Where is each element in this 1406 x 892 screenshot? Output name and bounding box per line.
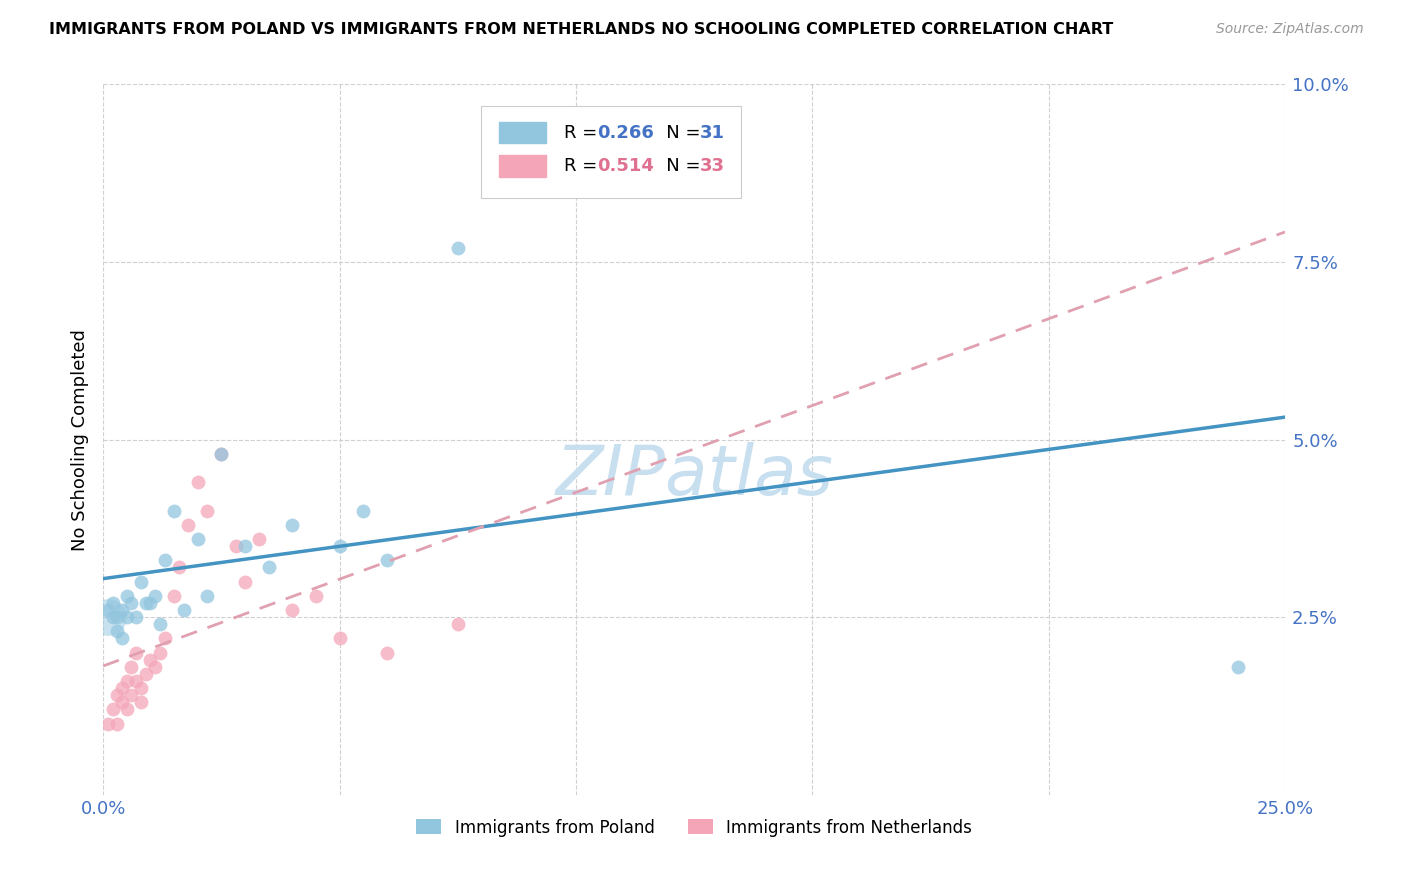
- Point: [143, 660, 166, 674]
- Point: [163, 589, 186, 603]
- Point: [195, 503, 218, 517]
- Text: 31: 31: [700, 124, 725, 142]
- Point: [149, 617, 172, 632]
- Text: N =: N =: [650, 157, 706, 175]
- Point: [149, 646, 172, 660]
- FancyBboxPatch shape: [481, 106, 741, 198]
- Point: [139, 596, 162, 610]
- Point: [121, 660, 143, 674]
- Text: IMMIGRANTS FROM POLAND VS IMMIGRANTS FROM NETHERLANDS NO SCHOOLING COMPLETED COR: IMMIGRANTS FROM POLAND VS IMMIGRANTS FRO…: [49, 22, 1114, 37]
- Point: [163, 503, 186, 517]
- Point: [97, 716, 120, 731]
- Point: [352, 503, 374, 517]
- Point: [111, 695, 134, 709]
- Point: [105, 610, 128, 624]
- Point: [328, 539, 350, 553]
- Point: [209, 447, 232, 461]
- Point: [233, 539, 256, 553]
- Point: [187, 475, 209, 490]
- Point: [135, 667, 157, 681]
- Point: [153, 632, 176, 646]
- FancyBboxPatch shape: [499, 155, 547, 177]
- Point: [129, 695, 152, 709]
- Point: [115, 610, 138, 624]
- Text: R =: R =: [564, 157, 603, 175]
- Y-axis label: No Schooling Completed: No Schooling Completed: [72, 328, 89, 550]
- Point: [305, 589, 328, 603]
- Text: N =: N =: [650, 124, 706, 142]
- Point: [187, 532, 209, 546]
- Point: [125, 610, 148, 624]
- Point: [111, 681, 134, 695]
- Text: 0.266: 0.266: [598, 124, 654, 142]
- Point: [447, 241, 470, 255]
- Point: [135, 596, 157, 610]
- Point: [233, 574, 256, 589]
- Text: R =: R =: [564, 124, 603, 142]
- Point: [375, 646, 398, 660]
- Point: [225, 539, 247, 553]
- Point: [328, 632, 350, 646]
- Point: [121, 596, 143, 610]
- Text: ZIPatlas: ZIPatlas: [555, 442, 834, 508]
- Point: [153, 553, 176, 567]
- Point: [105, 716, 128, 731]
- Text: 33: 33: [700, 157, 725, 175]
- Point: [447, 617, 470, 632]
- Point: [209, 447, 232, 461]
- Point: [111, 603, 134, 617]
- Point: [115, 674, 138, 689]
- Point: [121, 688, 143, 702]
- Point: [97, 610, 120, 624]
- Point: [125, 646, 148, 660]
- Point: [257, 560, 280, 574]
- Point: [247, 532, 270, 546]
- Point: [101, 610, 124, 624]
- Point: [129, 681, 152, 695]
- Text: Source: ZipAtlas.com: Source: ZipAtlas.com: [1216, 22, 1364, 37]
- Point: [105, 624, 128, 639]
- Point: [281, 517, 304, 532]
- Point: [167, 560, 190, 574]
- Legend: Immigrants from Poland, Immigrants from Netherlands: Immigrants from Poland, Immigrants from …: [409, 812, 979, 843]
- Point: [115, 589, 138, 603]
- Point: [375, 553, 398, 567]
- Point: [173, 603, 195, 617]
- Point: [1226, 660, 1249, 674]
- Point: [101, 702, 124, 716]
- Point: [281, 603, 304, 617]
- FancyBboxPatch shape: [499, 122, 547, 144]
- Point: [125, 674, 148, 689]
- Point: [139, 653, 162, 667]
- Point: [97, 603, 120, 617]
- Point: [143, 589, 166, 603]
- Point: [195, 589, 218, 603]
- Point: [115, 702, 138, 716]
- Point: [101, 596, 124, 610]
- Point: [105, 688, 128, 702]
- Text: 0.514: 0.514: [598, 157, 654, 175]
- Point: [129, 574, 152, 589]
- Point: [177, 517, 200, 532]
- Point: [565, 148, 588, 162]
- Point: [111, 632, 134, 646]
